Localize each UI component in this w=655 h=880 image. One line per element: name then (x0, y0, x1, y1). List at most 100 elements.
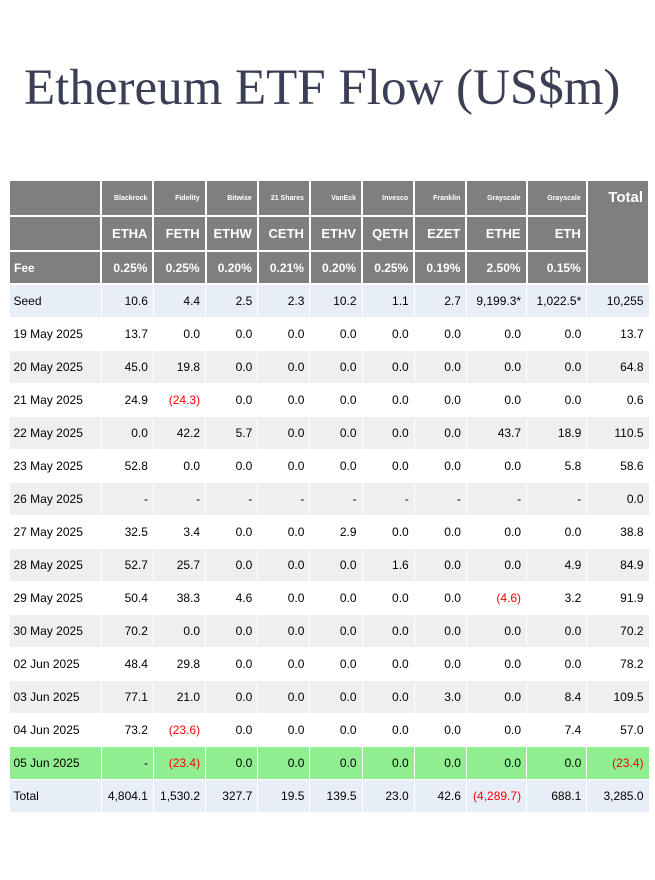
data-cell: 0.0 (465, 514, 528, 549)
data-cell: 1.6 (361, 547, 415, 582)
data-cell: 0.0 (309, 316, 363, 351)
data-cell: 18.9 (526, 415, 588, 450)
data-cell: 2.5 (205, 283, 259, 318)
data-cell: 38.8 (586, 514, 650, 549)
row-label: 02 Jun 2025 (8, 646, 102, 681)
data-cell: 0.0 (465, 448, 528, 483)
data-cell: (23.6) (152, 712, 207, 747)
data-cell: 0.0 (413, 745, 467, 780)
data-cell: 0.0 (205, 547, 259, 582)
data-cell: 0.0 (257, 580, 311, 615)
data-cell: 45.0 (100, 349, 154, 384)
data-cell: 0.0 (413, 712, 467, 747)
data-cell: 0.0 (526, 514, 588, 549)
data-cell: 0.0 (205, 316, 259, 351)
data-cell: 0.0 (526, 349, 588, 384)
data-cell: 1,530.2 (152, 778, 207, 813)
table-body: Seed 10.6 4.4 2.5 2.3 10.2 1.1 2.7 9,199.3* 1,022… (8, 283, 650, 813)
page-title: Ethereum ETF Flow (US$m) (24, 60, 621, 116)
row-label: Total (8, 778, 102, 813)
corner-cell (7, 215, 103, 253)
data-cell: 3.0 (413, 679, 467, 714)
ethereum-etf-flow-table: Blackrock Fidelity Bitwise 21 Shares VanEck I… (7, 179, 651, 813)
data-cell: 0.0 (205, 646, 259, 681)
row-label: 04 Jun 2025 (8, 712, 102, 747)
data-cell: 4,804.1 (100, 778, 154, 813)
data-cell: 0.0 (413, 613, 467, 648)
data-cell: 0.0 (586, 481, 650, 516)
data-cell: 13.7 (586, 316, 650, 351)
data-cell: 0.0 (413, 514, 467, 549)
data-cell: 109.5 (586, 679, 650, 714)
data-cell: 48.4 (100, 646, 154, 681)
ticker-header: ETH (525, 215, 588, 253)
data-cell: 0.0 (309, 382, 363, 417)
data-cell: 0.0 (465, 349, 528, 384)
data-cell: 0.0 (413, 349, 467, 384)
data-cell: 0.0 (205, 514, 259, 549)
row-label: 22 May 2025 (8, 415, 102, 450)
data-cell: 0.0 (465, 712, 528, 747)
data-cell: 327.7 (205, 778, 259, 813)
data-cell: 4.4 (152, 283, 207, 318)
ticker-header: EZET (413, 215, 468, 253)
data-cell: 0.0 (309, 448, 363, 483)
data-cell: 0.0 (309, 679, 363, 714)
data-cell: 0.0 (205, 448, 259, 483)
data-cell: 0.0 (413, 382, 467, 417)
data-cell: 0.0 (257, 547, 311, 582)
data-cell: 0.0 (257, 448, 311, 483)
fee-value: 0.15% (525, 250, 588, 286)
data-cell: - (257, 481, 311, 516)
data-cell: - (526, 481, 588, 516)
data-cell: 13.7 (100, 316, 154, 351)
fee-value: 0.25% (100, 250, 155, 286)
data-cell: 70.2 (586, 613, 650, 648)
data-cell: 38.3 (152, 580, 207, 615)
data-cell: 21.0 (152, 679, 207, 714)
row-label: 26 May 2025 (8, 481, 102, 516)
data-cell: 25.7 (152, 547, 207, 582)
data-cell: - (309, 481, 363, 516)
data-cell: 78.2 (586, 646, 650, 681)
table-row: 04 Jun 2025 73.2 (23.6) 0.0 0.0 0.0 0.0 0.0 0.0 7… (8, 712, 650, 747)
data-cell: 0.0 (152, 316, 207, 351)
data-cell: - (100, 481, 154, 516)
data-cell: 0.0 (465, 679, 528, 714)
fee-value: 0.19% (413, 250, 468, 286)
data-cell: 0.0 (361, 382, 415, 417)
data-cell: 0.0 (526, 316, 588, 351)
fee-value: 0.25% (152, 250, 207, 286)
table-row: 03 Jun 2025 77.1 21.0 0.0 0.0 0.0 0.0 3.0 0.0 8.4… (8, 679, 650, 714)
data-cell: 19.8 (152, 349, 207, 384)
data-cell: 688.1 (526, 778, 588, 813)
data-cell: 0.0 (361, 415, 415, 450)
row-label: 27 May 2025 (8, 514, 102, 549)
data-cell: 43.7 (465, 415, 528, 450)
data-cell: 0.0 (361, 613, 415, 648)
table-row: 23 May 2025 52.8 0.0 0.0 0.0 0.0 0.0 0.0 0.0 5.8 5… (8, 448, 650, 483)
data-cell: 0.0 (205, 745, 259, 780)
data-cell: 0.0 (465, 646, 528, 681)
data-cell: (4.6) (465, 580, 528, 615)
data-cell: 0.0 (309, 613, 363, 648)
data-cell: 0.0 (152, 613, 207, 648)
data-cell: 0.0 (309, 349, 363, 384)
data-cell: - (413, 481, 467, 516)
issuer-header: Franklin (413, 179, 468, 218)
data-cell: 0.0 (257, 613, 311, 648)
data-cell: 0.0 (257, 712, 311, 747)
data-cell: - (152, 481, 207, 516)
ticker-header-row: ETHA FETH ETHW CETH ETHV QETH EZET ETHE ETH (7, 215, 649, 253)
data-cell: 0.0 (526, 613, 588, 648)
data-cell: 10,255 (586, 283, 650, 318)
table-header: Blackrock Fidelity Bitwise 21 Shares VanEck I… (7, 179, 651, 286)
ticker-header: CETH (256, 215, 311, 253)
data-cell: 0.0 (100, 415, 154, 450)
data-cell: 7.4 (526, 712, 588, 747)
table-row: Seed 10.6 4.4 2.5 2.3 10.2 1.1 2.7 9,199.3* 1,022… (8, 283, 650, 318)
data-cell: 70.2 (100, 613, 154, 648)
ticker-header: QETH (361, 215, 416, 253)
page: Ethereum ETF Flow (US$m) Blackrock Fideli… (0, 58, 655, 813)
data-cell: 0.0 (152, 448, 207, 483)
